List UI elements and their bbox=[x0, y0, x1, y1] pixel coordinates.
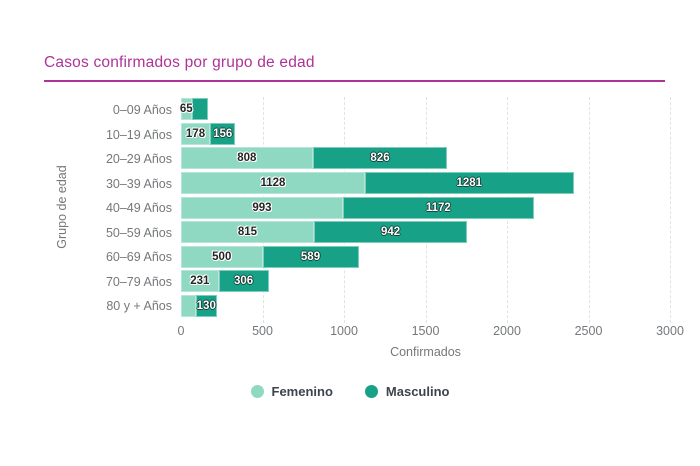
bar-segment-femenino-7[interactable]: 231 bbox=[181, 270, 219, 292]
bar-row-3: 1128 1281 bbox=[181, 172, 574, 194]
bar-row-1: 178 156 bbox=[181, 123, 236, 145]
category-label-3: 30–39 Años bbox=[105, 176, 172, 191]
bar-value-label: 231 bbox=[190, 275, 210, 287]
bar-value-label: 156 bbox=[213, 128, 233, 140]
category-label-1: 10–19 Años bbox=[105, 127, 172, 142]
bar-row-4: 993 1172 bbox=[181, 197, 534, 219]
bar-segment-femenino-8[interactable] bbox=[181, 295, 196, 317]
bar-segment-masculino-2[interactable]: 826 bbox=[312, 147, 448, 169]
bar-value-label: 306 bbox=[233, 275, 254, 287]
category-label-6: 60–69 Años bbox=[105, 249, 172, 264]
bar-segment-femenino-6[interactable]: 500 bbox=[181, 246, 263, 268]
bar-row-0: 65 bbox=[179, 98, 208, 120]
bar-value-label: 178 bbox=[185, 128, 206, 140]
bar-value-label: 942 bbox=[381, 226, 401, 238]
bar-value-label: 808 bbox=[237, 152, 257, 164]
bar-segment-masculino-8[interactable]: 130 bbox=[195, 295, 217, 317]
bar-segment-femenino-4[interactable]: 993 bbox=[181, 197, 343, 219]
legend-item-femenino[interactable]: Femenino bbox=[250, 384, 333, 399]
bar-segment-femenino-2[interactable]: 808 bbox=[181, 147, 313, 169]
bar-segment-masculino-3[interactable]: 1281 bbox=[364, 172, 574, 194]
legend-item-masculino[interactable]: Masculino bbox=[364, 384, 450, 399]
bar-value-label: 130 bbox=[196, 300, 216, 312]
legend-label-masculino: Masculino bbox=[385, 384, 450, 399]
bar-segment-masculino-5[interactable]: 942 bbox=[313, 221, 468, 243]
category-label-0: 0–09 Años bbox=[112, 102, 172, 117]
bar-segment-masculino-0[interactable] bbox=[191, 98, 208, 120]
bar-value-label: 65 bbox=[179, 103, 193, 115]
bar-segment-femenino-0[interactable]: 65 bbox=[179, 98, 193, 120]
bar-row-8: 130 bbox=[181, 295, 217, 317]
bar-segment-femenino-5[interactable]: 815 bbox=[181, 221, 314, 243]
bar-segment-masculino-6[interactable]: 589 bbox=[262, 246, 359, 268]
x-tick-label-2500: 2500 bbox=[574, 324, 603, 338]
x-tick-label-1500: 1500 bbox=[411, 324, 440, 338]
x-tick-label-500: 500 bbox=[252, 324, 273, 338]
bar-value-label: 826 bbox=[370, 152, 390, 164]
category-label-5: 50–59 Años bbox=[105, 225, 172, 240]
chart-title: Casos confirmados por grupo de edad bbox=[44, 54, 315, 71]
bar-row-5: 815 942 bbox=[181, 221, 468, 243]
bar-value-label: 589 bbox=[300, 251, 321, 263]
title-underline bbox=[44, 80, 665, 82]
bar-row-6: 500 589 bbox=[181, 246, 359, 268]
bar-value-label: 500 bbox=[212, 251, 232, 263]
plot-area: 65 178 156 808 826 1128 1281 993 1172 815 942 500 58… bbox=[179, 97, 671, 323]
bar-value-label: 993 bbox=[252, 202, 272, 214]
category-label-8: 80 y + Años bbox=[106, 298, 172, 313]
y-axis-category-labels: 0–09 Años 10–19 Años 20–29 Años 30–39 Años 4… bbox=[0, 97, 172, 318]
femenino-swatch-icon bbox=[250, 385, 264, 398]
x-axis-title: Confirmados bbox=[390, 345, 461, 359]
x-axis-tick-labels: 0 500 1000 1500 2000 2500 3000 bbox=[177, 324, 684, 338]
category-label-4: 40–49 Años bbox=[105, 200, 172, 215]
category-label-2: 20–29 Años bbox=[105, 151, 172, 166]
bar-segment-femenino-3[interactable]: 1128 bbox=[181, 172, 365, 194]
x-tick-label-1000: 1000 bbox=[330, 324, 358, 338]
bar-segment-masculino-4[interactable]: 1172 bbox=[342, 197, 534, 219]
gridline-2500 bbox=[588, 97, 590, 323]
masculino-swatch-icon bbox=[364, 385, 378, 398]
legend-label-femenino: Femenino bbox=[271, 384, 333, 399]
gridline-3000 bbox=[670, 97, 671, 323]
x-tick-label-3000: 3000 bbox=[656, 324, 684, 338]
bar-segment-femenino-1[interactable]: 178 bbox=[181, 123, 210, 145]
bar-segment-masculino-1[interactable]: 156 bbox=[210, 123, 236, 145]
legend: Femenino Masculino bbox=[0, 384, 700, 399]
x-tick-label-2000: 2000 bbox=[493, 324, 521, 338]
bar-value-label: 1281 bbox=[456, 177, 483, 189]
bar-row-7: 231 306 bbox=[181, 270, 269, 292]
bar-value-label: 815 bbox=[237, 226, 258, 238]
category-label-7: 70–79 Años bbox=[105, 274, 172, 289]
bar-value-label: 1128 bbox=[260, 177, 286, 189]
bar-segment-masculino-7[interactable]: 306 bbox=[218, 270, 269, 292]
bar-row-2: 808 826 bbox=[181, 147, 448, 169]
bar-value-label: 1172 bbox=[425, 202, 451, 214]
x-tick-label-0: 0 bbox=[177, 324, 185, 338]
